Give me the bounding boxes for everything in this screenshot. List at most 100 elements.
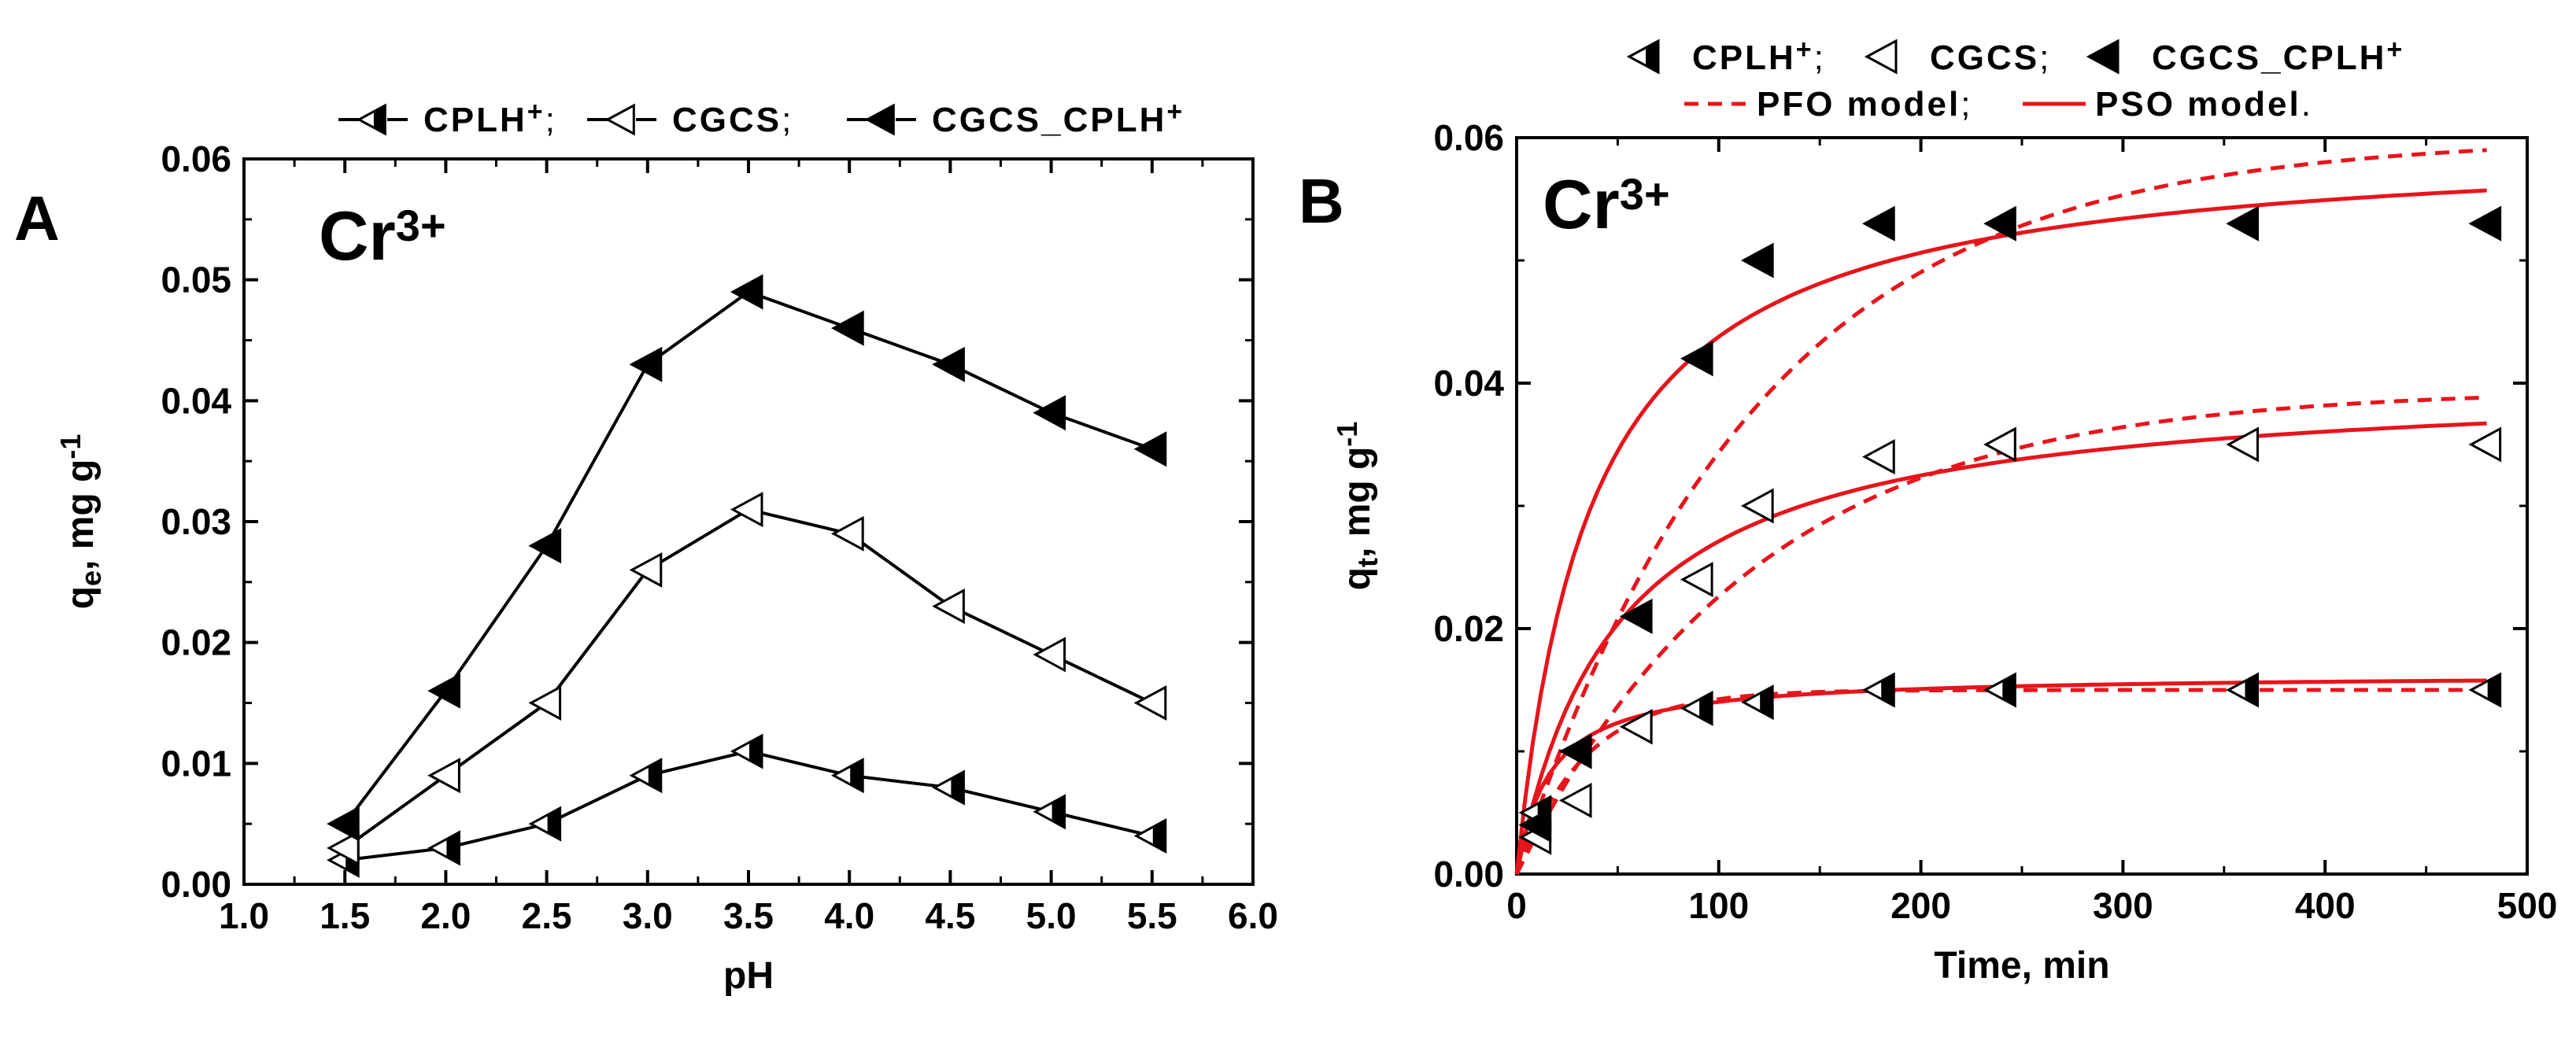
legend-sep: ; <box>1814 39 1826 77</box>
series-line <box>344 507 1153 850</box>
data-point <box>427 673 460 709</box>
y-tick-label: 0.06 <box>1433 117 1504 158</box>
data-point <box>2468 672 2502 708</box>
fit-pfo-cgcs-cplh- <box>1514 148 2487 875</box>
data-point <box>1983 426 2016 463</box>
chart-a: 1.0 1.5 2.0 2.5 3.0 3.5 4.0 4.5 5.0 5.5 6.00.000.0… <box>14 97 1278 997</box>
legend-sup: + <box>2386 35 2404 65</box>
legend-marker <box>356 103 386 136</box>
data-point <box>1033 636 1066 673</box>
data-point <box>1741 488 1774 524</box>
data-point <box>2226 426 2259 463</box>
y-label-sub: t <box>1351 558 1384 567</box>
data-point <box>1983 672 2016 708</box>
data-point <box>1862 439 1895 475</box>
legend-label: CGCS_CPLH+ <box>2152 35 2404 77</box>
ion-base: Cr <box>1543 165 1620 243</box>
chart-b: 0 100 200 300 400 500 0.00 0.02 0.04 0.06 Time, mi… <box>1299 35 2557 987</box>
y-label-units: , mg g <box>60 459 102 570</box>
x-tick-label: 4.0 <box>824 895 874 936</box>
data-point <box>1741 242 1774 279</box>
legend-sup: + <box>1166 97 1185 127</box>
legend: CPLH+; CGCS; CGCS_CPLH+ <box>338 97 1185 139</box>
x-axis-label: pH <box>723 955 774 997</box>
fit-curves <box>1514 148 2487 876</box>
y-tick-label: 0.02 <box>1433 608 1504 649</box>
x-tick-label: 6.0 <box>1228 895 1278 936</box>
data-point <box>2468 205 2502 242</box>
data-point <box>831 310 864 346</box>
x-tick-label: 1.5 <box>320 895 370 936</box>
legend-sep: ; <box>782 101 793 139</box>
y-tick-label: 0.00 <box>1433 854 1504 895</box>
data-point <box>1619 598 1653 634</box>
legend-name: CPLH <box>423 101 527 139</box>
legend-sup: + <box>527 97 545 127</box>
data-point <box>1133 684 1167 721</box>
legend-marker <box>604 103 635 136</box>
legend-marker <box>2086 39 2120 75</box>
y-axis-label: qt, mg g-1 <box>1331 422 1384 591</box>
x-axis-label: Time, min <box>1934 945 2109 987</box>
x-tick-label: 5.5 <box>1127 895 1177 936</box>
y-label-q: q <box>60 586 102 609</box>
y-ticks: 0.00 0.02 0.04 0.06 <box>1433 117 2527 895</box>
y-tick-label: 0.06 <box>161 138 231 179</box>
series-cgcs <box>327 492 1167 866</box>
legend-label: CGCS; <box>1930 39 2051 77</box>
data-point <box>1558 733 1592 769</box>
legend-label: CGCS; <box>672 101 793 139</box>
y-tick-label: 0.04 <box>1433 363 1504 404</box>
x-tick-label: 100 <box>1688 885 1749 926</box>
y-tick-label: 0.04 <box>161 380 231 421</box>
data-point <box>1741 684 1774 721</box>
legend-model-label: PSO model. <box>2095 85 2313 124</box>
legend-name: CPLH <box>1692 39 1796 77</box>
data-point <box>1518 807 1552 843</box>
legend: CPLH+; CGCS; CGCS_CPLH+PFO model; PSO model… <box>1626 35 2404 124</box>
data-point <box>932 346 965 382</box>
y-ticks: 0.00 0.01 0.02 0.03 0.04 0.05 0.06 <box>161 138 1253 905</box>
legend-name: CGCS <box>1930 39 2039 77</box>
fit-pso-cgcs-cplh- <box>1514 188 2487 875</box>
panel-label: B <box>1299 166 1344 236</box>
data-point <box>1862 672 1895 708</box>
series-line <box>344 749 1153 862</box>
ion-base: Cr <box>319 197 396 275</box>
x-tick-label: 400 <box>2295 885 2356 926</box>
data-point <box>932 588 965 625</box>
data-point <box>327 830 360 866</box>
legend-label: CPLH+; <box>423 97 557 139</box>
data-point <box>2226 205 2259 242</box>
x-tick-label: 200 <box>1890 885 1951 926</box>
y-label-units: , mg g <box>1336 447 1378 558</box>
fit-pso-cplh- <box>1514 678 2487 875</box>
series-cplh- <box>1518 672 2502 831</box>
data-point <box>932 769 965 806</box>
data-point <box>1680 562 1713 598</box>
y-tick-label: 0.02 <box>161 622 231 663</box>
x-tick-label: 500 <box>2497 885 2558 926</box>
data-point <box>629 758 663 794</box>
y-label-sup: -1 <box>54 434 87 459</box>
data-point <box>2226 672 2259 708</box>
fit-pfo-cgcs <box>1514 395 2487 876</box>
data-point <box>528 528 562 564</box>
ion-charge: 3+ <box>1620 169 1670 219</box>
ion-annotation: Cr3+ <box>319 197 446 275</box>
data-point <box>1033 395 1066 431</box>
panel-label: A <box>14 183 60 253</box>
x-tick-label: 4.5 <box>925 895 975 936</box>
legend-model-name: PFO model <box>1757 85 1961 124</box>
data-point <box>730 733 763 769</box>
data-point <box>1558 782 1592 818</box>
plot-frame <box>1515 136 2529 876</box>
legend-model-name: PSO model <box>2095 85 2301 124</box>
legend-sep: ; <box>2039 39 2051 77</box>
data-point <box>1133 818 1167 854</box>
x-ticks: 0 100 200 300 400 500 <box>1506 138 2557 926</box>
x-tick-label: 300 <box>2093 885 2153 926</box>
data-point <box>629 346 663 382</box>
data-point <box>327 806 360 842</box>
legend-name: CGCS_CPLH <box>2152 39 2386 77</box>
